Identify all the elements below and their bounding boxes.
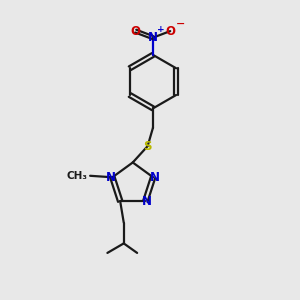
Text: O: O xyxy=(131,25,141,38)
Text: +: + xyxy=(157,25,165,34)
Text: N: N xyxy=(150,171,160,184)
Text: S: S xyxy=(143,140,152,153)
Text: −: − xyxy=(176,19,185,29)
Text: CH₃: CH₃ xyxy=(66,171,87,181)
Text: N: N xyxy=(148,31,158,44)
Text: N: N xyxy=(142,195,152,208)
Text: N: N xyxy=(106,171,116,184)
Text: O: O xyxy=(165,25,175,38)
